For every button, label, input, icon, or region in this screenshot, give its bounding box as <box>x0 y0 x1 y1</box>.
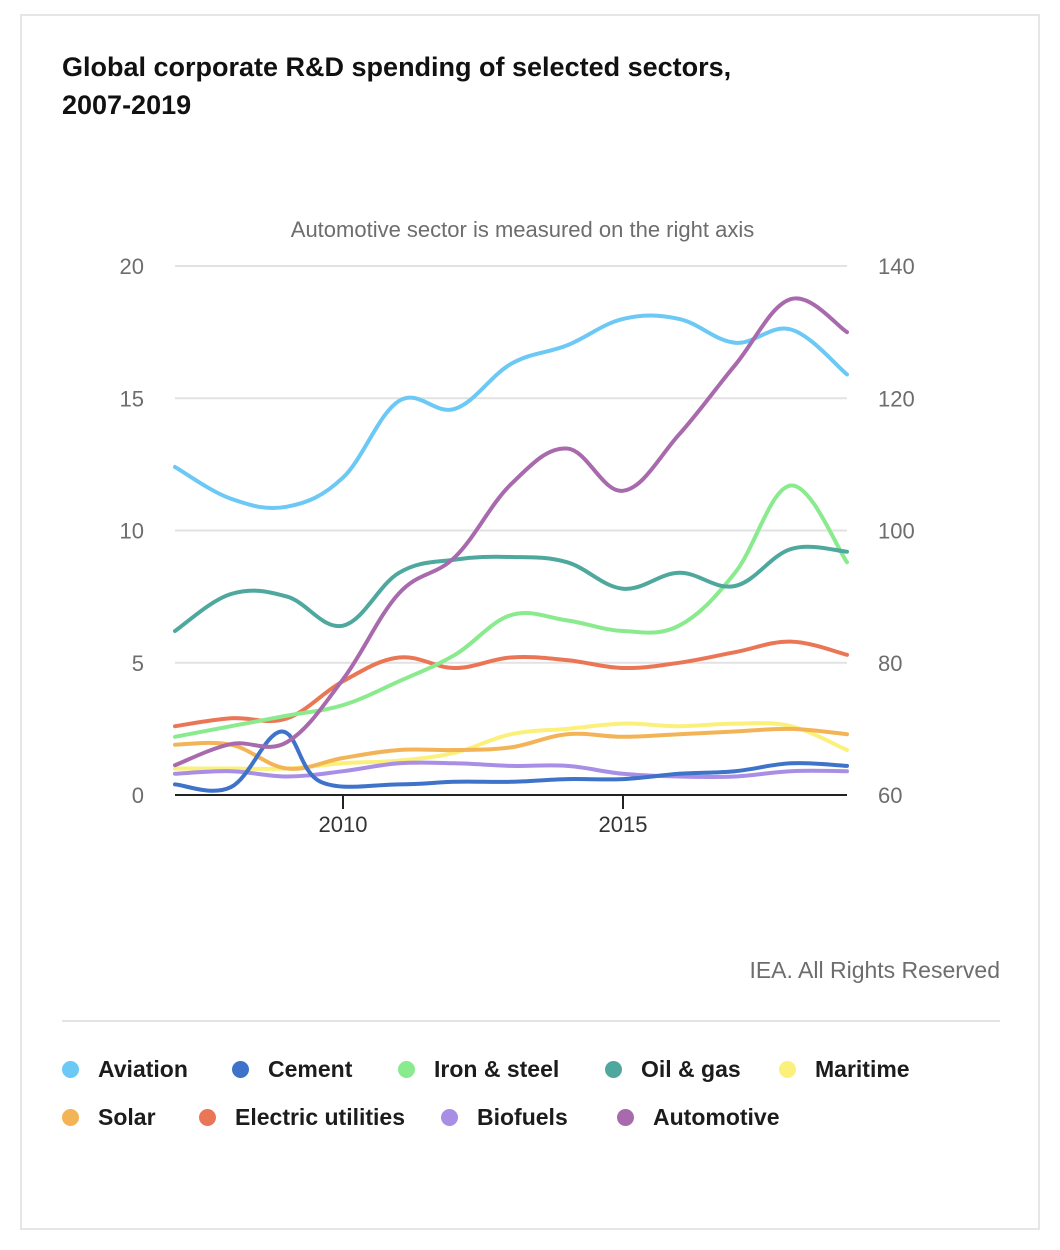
series-lines <box>173 296 849 793</box>
y-right-tick-label: 120 <box>878 386 915 411</box>
legend-label: Electric utilities <box>235 1103 406 1130</box>
chart-credit: IEA. All Rights Reserved <box>749 957 1000 983</box>
gridlines <box>175 265 847 664</box>
series-line-electric-utilities[interactable] <box>173 639 849 729</box>
series-line-biofuels[interactable] <box>173 760 849 780</box>
legend-swatch <box>605 1060 622 1078</box>
legend-label: Cement <box>268 1055 353 1082</box>
legend-swatch <box>398 1060 415 1078</box>
legend-swatch <box>617 1108 634 1126</box>
y-left-tick-label: 10 <box>120 519 144 544</box>
legend-item-solar[interactable]: Solar <box>62 1098 156 1136</box>
axes <box>175 794 847 809</box>
legend-label: Automotive <box>653 1103 780 1130</box>
legend-divider <box>62 1020 1000 1022</box>
legend-swatch <box>62 1060 79 1078</box>
legend-label: Biofuels <box>477 1103 568 1130</box>
legend-item-biofuels[interactable]: Biofuels <box>441 1098 568 1136</box>
legend-label: Maritime <box>815 1055 910 1082</box>
legend-label: Oil & gas <box>641 1055 741 1082</box>
y-left-tick-label: 15 <box>120 386 144 411</box>
series-line-cement[interactable] <box>173 729 849 793</box>
legend-item-iron-and-steel[interactable]: Iron & steel <box>398 1050 559 1088</box>
legend-swatch <box>441 1108 458 1126</box>
y-right-tick-label: 80 <box>878 651 902 676</box>
series-line-automotive[interactable] <box>173 296 849 768</box>
chart-title: Global corporate R&D spending of selecte… <box>62 52 732 120</box>
legend-item-electric-utilities[interactable]: Electric utilities <box>199 1098 405 1136</box>
y-left-tick-label: 5 <box>132 651 144 676</box>
series-line-aviation[interactable] <box>173 313 849 511</box>
x-tick-label: 2015 <box>599 812 648 837</box>
legend-label: Solar <box>98 1103 156 1130</box>
series-line-iron-and-steel[interactable] <box>173 483 849 739</box>
legend-item-cement[interactable]: Cement <box>232 1050 352 1088</box>
y-left-tick-label: 0 <box>132 783 144 808</box>
legend-item-oil-and-gas[interactable]: Oil & gas <box>605 1050 741 1088</box>
y-right-tick-label: 60 <box>878 783 902 808</box>
legend-swatch <box>779 1060 796 1078</box>
legend-swatch <box>199 1108 216 1126</box>
x-tick-label: 2010 <box>319 812 368 837</box>
legend-label: Iron & steel <box>434 1055 560 1082</box>
tick-labels: 0 5 10 15 20 60 80 100 120 140 2010 2015 <box>120 254 915 837</box>
y-right-tick-label: 140 <box>878 254 915 279</box>
legend-swatch <box>232 1060 249 1078</box>
legend-item-maritime[interactable]: Maritime <box>779 1050 910 1088</box>
chart-card <box>20 14 1040 1230</box>
series-line-solar[interactable] <box>173 726 849 771</box>
series-line-oil-and-gas[interactable] <box>173 544 849 633</box>
legend-item-aviation[interactable]: Aviation <box>62 1050 188 1088</box>
y-right-tick-label: 100 <box>878 519 915 544</box>
legend-item-automotive[interactable]: Automotive <box>617 1098 780 1136</box>
line-chart: 0 5 10 15 20 60 80 100 120 140 2010 2015 <box>120 254 915 837</box>
legend-swatch <box>62 1108 79 1126</box>
y-left-tick-label: 20 <box>120 254 144 279</box>
legend-label: Aviation <box>98 1055 188 1082</box>
chart-subtitle: Automotive sector is measured on the rig… <box>290 217 755 242</box>
